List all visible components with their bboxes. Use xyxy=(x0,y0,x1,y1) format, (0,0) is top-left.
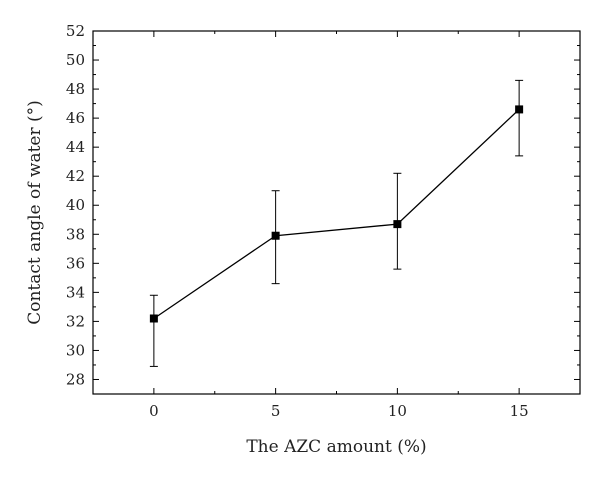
y-tick-label: 32 xyxy=(66,312,85,330)
y-tick-label: 34 xyxy=(66,283,85,301)
y-tick-label: 42 xyxy=(66,167,85,185)
data-point xyxy=(393,220,402,229)
y-tick-label: 28 xyxy=(66,370,85,388)
y-tick-label: 50 xyxy=(66,51,85,69)
series-line xyxy=(153,108,520,320)
x-tick-label: 10 xyxy=(388,402,407,420)
x-tick-label: 5 xyxy=(271,402,281,420)
plot-frame xyxy=(92,30,581,395)
y-tick-label: 52 xyxy=(66,22,85,40)
data-point xyxy=(271,231,280,240)
y-tick-label: 30 xyxy=(66,341,85,359)
y-tick-label: 46 xyxy=(66,109,85,127)
y-tick-label: 38 xyxy=(66,225,85,243)
y-tick-label: 40 xyxy=(66,196,85,214)
data-series xyxy=(149,79,524,367)
x-tick-label: 0 xyxy=(149,402,159,420)
y-tick-label: 36 xyxy=(66,254,85,272)
data-point xyxy=(149,314,158,323)
x-tick-label: 15 xyxy=(510,402,529,420)
axis-ticks: 28 30 32 34 36 38 40 42 44 46 48 50 52 0 5 10 15 xyxy=(66,22,581,420)
y-axis-label: Contact angle of water (°) xyxy=(25,100,45,325)
data-point xyxy=(515,105,524,114)
y-tick-label: 44 xyxy=(66,138,85,156)
y-tick-label: 48 xyxy=(66,80,85,98)
x-axis-label: The AZC amount (%) xyxy=(246,437,426,457)
